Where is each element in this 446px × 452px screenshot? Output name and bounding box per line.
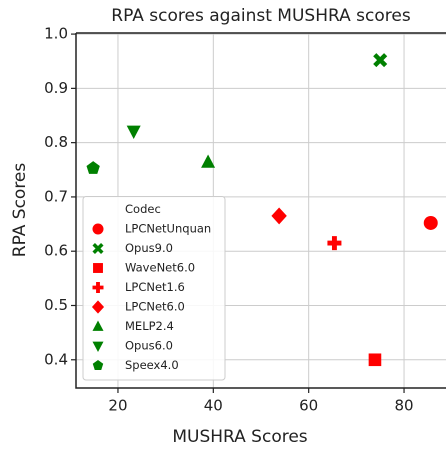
x-tick-label: 60	[299, 397, 318, 415]
axis-spine	[75, 32, 446, 389]
point	[368, 353, 382, 367]
point	[327, 236, 342, 251]
legend-marker	[93, 263, 103, 273]
y-tick-label: 1.0	[44, 25, 68, 43]
legend-label: LPCNetUnquan	[125, 222, 211, 236]
legend-marker	[92, 360, 104, 370]
point	[126, 125, 141, 139]
x-tick-label: 40	[204, 397, 223, 415]
y-tick-label: 0.6	[44, 242, 68, 260]
x-axis-label: MUSHRA Scores	[172, 427, 307, 447]
x-tick-label: 20	[108, 397, 127, 415]
legend-label: Opus9.0	[125, 241, 173, 255]
legend-title: Codec	[125, 202, 161, 216]
legend-label: Speex4.0	[125, 358, 179, 372]
chart-title: RPA scores against MUSHRA scores	[111, 6, 411, 26]
legend-label: WaveNet6.0	[125, 261, 195, 275]
point	[201, 154, 216, 168]
point	[423, 215, 438, 230]
y-tick-label: 0.7	[44, 187, 68, 205]
legend-marker	[92, 320, 104, 331]
y-axis-label: RPA Scores	[10, 163, 30, 258]
legend-label: LPCNet1.6	[125, 280, 185, 294]
legend-label: Opus6.0	[125, 339, 173, 353]
legend-marker	[92, 282, 104, 293]
x-tick-label: 80	[394, 397, 413, 415]
legend-marker	[91, 300, 105, 314]
y-tick-label: 0.8	[44, 133, 68, 151]
point	[271, 207, 287, 225]
y-tick-label: 0.4	[44, 350, 68, 368]
legend-label: LPCNet6.0	[125, 300, 185, 314]
point	[86, 161, 100, 174]
y-tick-label: 0.9	[44, 79, 68, 97]
legend-marker	[92, 223, 104, 235]
legend-marker	[92, 341, 104, 353]
legend-box	[82, 196, 226, 381]
legend-label: MELP2.4	[125, 319, 174, 333]
legend-marker	[92, 242, 104, 255]
point	[373, 53, 388, 68]
y-tick-label: 0.5	[44, 296, 68, 314]
